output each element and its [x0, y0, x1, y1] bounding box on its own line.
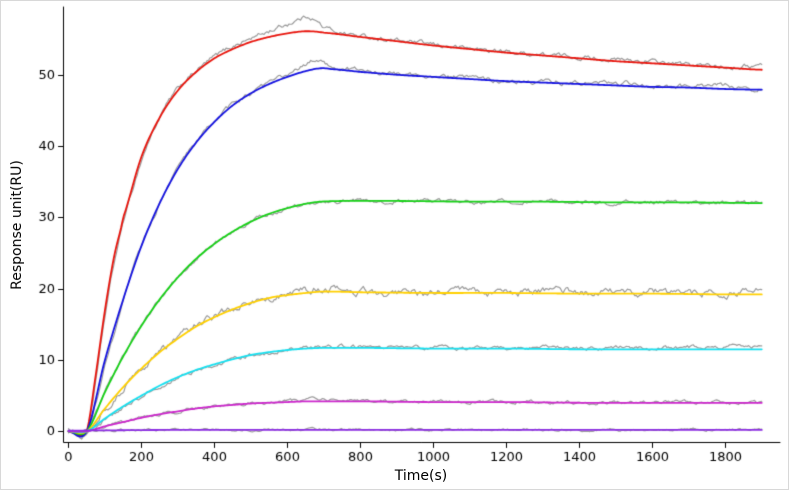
x-axis-label: Time(s): [394, 468, 448, 484]
y-axis-label: Response unit(RU): [9, 160, 25, 290]
